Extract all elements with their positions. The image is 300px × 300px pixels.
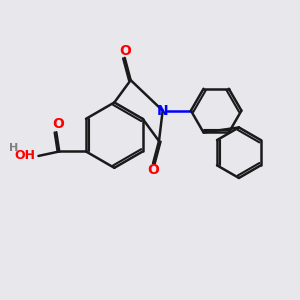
- Text: O: O: [147, 163, 159, 177]
- Text: O: O: [119, 44, 131, 58]
- Text: H: H: [9, 142, 18, 153]
- Text: O: O: [52, 117, 64, 131]
- Text: N: N: [157, 103, 169, 118]
- Text: OH: OH: [15, 149, 36, 162]
